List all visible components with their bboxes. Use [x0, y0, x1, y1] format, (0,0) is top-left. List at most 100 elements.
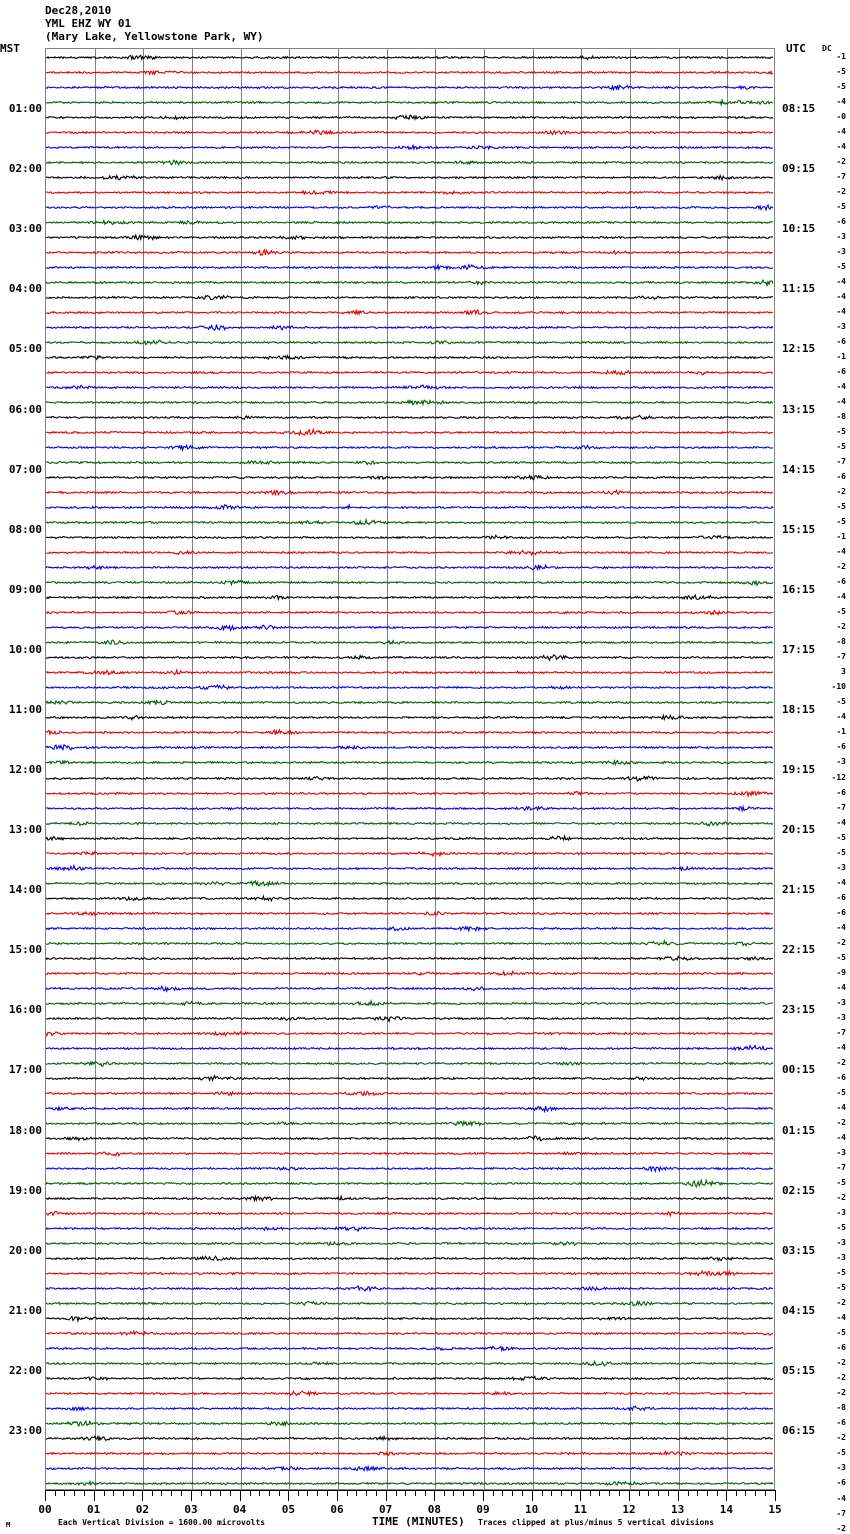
utc-hour-label: 06:15: [782, 1423, 816, 1437]
dc-offset-value: -6: [836, 1478, 846, 1488]
mst-hour-label: 19:00: [8, 1183, 42, 1197]
mst-hour-label: 23:00: [8, 1423, 42, 1437]
x-axis-tick-label: 00: [38, 1503, 52, 1516]
x-axis-minor-tick: [697, 1490, 698, 1496]
x-axis-tick-label: 15: [768, 1503, 782, 1516]
dc-offset-value: -6: [836, 907, 846, 917]
dc-offset-value: -2: [836, 1057, 846, 1067]
x-axis-major-tick: [191, 1490, 192, 1501]
dc-offset-value: -3: [836, 321, 846, 331]
x-axis-minor-tick: [425, 1490, 426, 1496]
dc-offset-value: -3: [836, 231, 846, 241]
dc-offset-value: -0: [836, 111, 846, 121]
dc-offset-value: -1: [836, 351, 846, 361]
dc-offset-value: -5: [836, 1448, 846, 1458]
dc-offset-value: -5: [836, 1268, 846, 1278]
x-axis-minor-tick: [84, 1490, 85, 1496]
utc-hour-label: 18:15: [782, 702, 816, 716]
x-axis-minor-tick: [522, 1490, 523, 1496]
x-axis-minor-tick: [152, 1490, 153, 1496]
dc-offset-value: -5: [836, 81, 846, 91]
dc-column-label: DC: [822, 44, 832, 53]
dc-offset-value: -5: [836, 201, 846, 211]
x-axis-minor-tick: [473, 1490, 474, 1496]
mst-hour-label: 22:00: [8, 1363, 42, 1377]
dc-offset-value: -5: [836, 261, 846, 271]
dc-offset-value: -4: [836, 547, 846, 557]
utc-hour-label: 22:15: [782, 943, 816, 957]
dc-offset-value: -3: [836, 1148, 846, 1158]
dc-offset-value: -5: [836, 517, 846, 527]
gridline-vertical: [679, 49, 680, 1489]
x-axis-minor-tick: [279, 1490, 280, 1496]
left-timezone-label: MST: [0, 42, 20, 55]
x-axis-minor-tick: [396, 1490, 397, 1496]
utc-hour-label: 20:15: [782, 823, 816, 837]
dc-offset-value: -5: [836, 1223, 846, 1233]
utc-hour-label: 08:15: [782, 102, 816, 116]
header-location: (Mary Lake, Yellowstone Park, WY): [45, 30, 264, 43]
dc-offset-value: -1: [836, 532, 846, 542]
dc-offset-value: -1: [836, 51, 846, 61]
dc-offset-value: -2: [836, 937, 846, 947]
dc-offset-value: -2: [836, 1523, 846, 1533]
x-axis-minor-tick: [453, 1490, 454, 1496]
x-axis-tick-label: 03: [184, 1503, 198, 1516]
dc-offset-value: -5: [836, 502, 846, 512]
dc-offset-value: -6: [836, 1418, 846, 1428]
x-axis-tick-label: 12: [622, 1503, 636, 1516]
utc-hour-label: 10:15: [782, 222, 816, 236]
x-axis-minor-tick: [658, 1490, 659, 1496]
x-axis-line: [45, 1490, 775, 1491]
mst-hour-label: 13:00: [8, 823, 42, 837]
dc-offset-value: -4: [836, 1493, 846, 1503]
dc-offset-value: -2: [836, 156, 846, 166]
x-axis-minor-tick: [648, 1490, 649, 1496]
mst-hour-label: 01:00: [8, 102, 42, 116]
dc-offset-value: -3: [836, 757, 846, 767]
x-axis-tick-label: 06: [330, 1503, 344, 1516]
dc-offset-value: -7: [836, 652, 846, 662]
gridline-vertical: [533, 49, 534, 1489]
dc-offset-value: -5: [836, 1328, 846, 1338]
dc-offset-value: -2: [836, 487, 846, 497]
footer-corner-mark: M: [6, 1521, 11, 1529]
dc-offset-value: -6: [836, 787, 846, 797]
x-axis-minor-tick: [171, 1490, 172, 1496]
utc-hour-label: 19:15: [782, 763, 816, 776]
mst-hour-label: 15:00: [8, 943, 42, 957]
x-axis-minor-tick: [619, 1490, 620, 1496]
dc-offset-value: -6: [836, 472, 846, 482]
x-axis-major-tick: [337, 1490, 338, 1501]
dc-offset-value: -2: [836, 186, 846, 196]
mst-hour-label: 08:00: [8, 522, 42, 536]
dc-offset-value: -5: [836, 607, 846, 617]
dc-offset-value: -10: [831, 682, 846, 692]
utc-hour-label: 17:15: [782, 642, 816, 656]
x-axis-minor-tick: [542, 1490, 543, 1496]
dc-offset-value: -6: [836, 1072, 846, 1082]
x-axis-minor-tick: [707, 1490, 708, 1496]
dc-offset-value: -3: [836, 1253, 846, 1263]
x-axis-minor-tick: [493, 1490, 494, 1496]
dc-offset-value: -3: [836, 862, 846, 872]
x-axis-minor-tick: [444, 1490, 445, 1496]
mst-hour-label: 21:00: [8, 1303, 42, 1317]
x-axis-minor-tick: [55, 1490, 56, 1496]
mst-hour-label: 12:00: [8, 763, 42, 776]
dc-offset-value: -4: [836, 877, 846, 887]
dc-offset-value: -5: [836, 442, 846, 452]
x-axis-major-tick: [580, 1490, 581, 1501]
dc-offset-value: -7: [836, 457, 846, 467]
mst-hour-label: 16:00: [8, 1003, 42, 1017]
utc-hour-label: 02:15: [782, 1183, 816, 1197]
x-axis-minor-tick: [599, 1490, 600, 1496]
x-axis-tick-label: 08: [427, 1503, 441, 1516]
right-timezone-label: UTC: [786, 42, 806, 55]
dc-offset-value: -5: [836, 832, 846, 842]
gridline-vertical: [630, 49, 631, 1489]
dc-offset-value: -7: [836, 802, 846, 812]
dc-offset-value: -4: [836, 291, 846, 301]
x-axis-minor-tick: [181, 1490, 182, 1496]
x-axis-tick-label: 09: [476, 1503, 490, 1516]
